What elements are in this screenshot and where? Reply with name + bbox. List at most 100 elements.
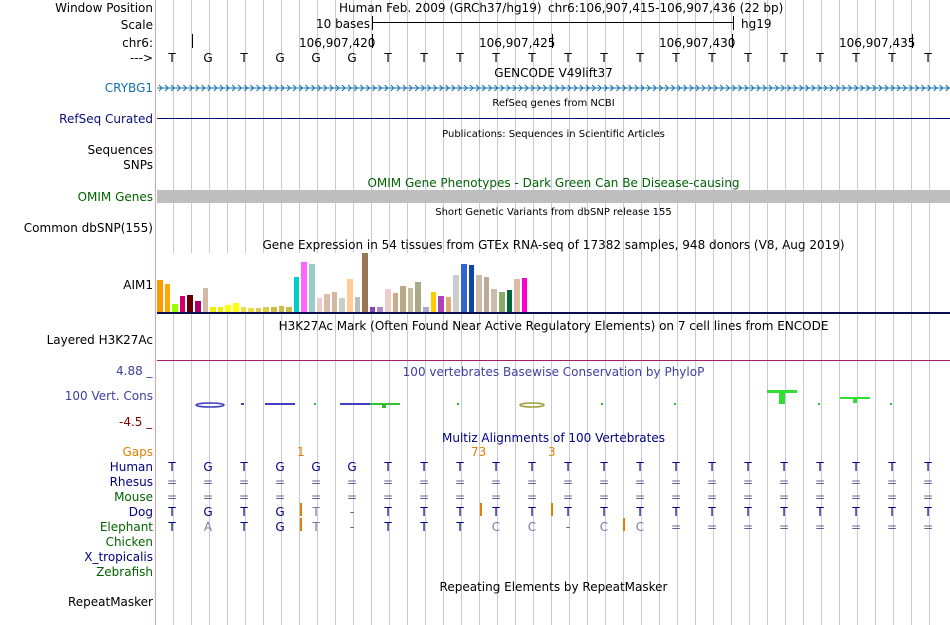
gtex-tissue-bar[interactable] <box>248 308 254 312</box>
species-label[interactable]: Elephant <box>99 520 153 534</box>
alignment-base: = <box>706 490 718 504</box>
species-label[interactable]: Zebrafish <box>96 565 153 579</box>
gtex-tissue-bar[interactable] <box>309 264 315 312</box>
strand-chevron <box>359 84 365 92</box>
species-label[interactable]: Chicken <box>105 535 153 549</box>
publications-track-title[interactable]: Publications: Sequences in Scientific Ar… <box>442 129 665 140</box>
gtex-track-title[interactable]: Gene Expression in 54 tissues from GTEx … <box>262 238 845 252</box>
gtex-tissue-bar[interactable] <box>293 277 300 312</box>
multiz-track-title[interactable]: Multiz Alignments of 100 Vertebrates <box>441 431 666 445</box>
gtex-tissue-bar[interactable] <box>423 307 429 312</box>
omim-label[interactable]: OMIM Genes <box>77 190 153 204</box>
gtex-tissue-bar[interactable] <box>430 292 437 312</box>
gene-label-crybg1[interactable]: CRYBG1 <box>104 81 153 95</box>
dbsnp-label[interactable]: Common dbSNP(155) <box>23 221 153 235</box>
alignment-base: T <box>780 505 788 519</box>
publications-label-sequences[interactable]: Sequences <box>87 143 153 157</box>
gtex-tissue-bar[interactable] <box>377 307 383 312</box>
gtex-label-aim1[interactable]: AIM1 <box>123 278 153 292</box>
gtex-tissue-bar[interactable] <box>415 282 421 312</box>
alignment-base: T <box>492 460 500 474</box>
gtex-tissue-bar[interactable] <box>316 298 323 312</box>
gtex-tissue-bar[interactable] <box>263 307 269 312</box>
alignment-base: = <box>742 475 754 489</box>
crybg1-gene-track[interactable] <box>157 81 950 95</box>
strand-chevron <box>677 84 682 92</box>
gtex-tissue-bar[interactable] <box>392 293 399 312</box>
strand-chevron <box>939 84 944 92</box>
gtex-tissue-bar[interactable] <box>491 289 497 312</box>
gtex-tissue-bar[interactable] <box>499 292 505 312</box>
base-letter: T <box>240 51 248 65</box>
gtex-tissue-bar[interactable] <box>339 298 345 312</box>
gtex-tissue-bar[interactable] <box>240 307 247 312</box>
repeatmasker-label[interactable]: RepeatMasker <box>67 595 153 609</box>
species-label[interactable]: Dog <box>128 505 153 519</box>
gtex-tissue-bar[interactable] <box>187 295 193 312</box>
gtex-tissue-bar[interactable] <box>331 292 338 312</box>
gtex-tissue-bar[interactable] <box>453 275 459 312</box>
species-label[interactable]: X_tropicalis <box>84 550 153 564</box>
strand-chevron <box>262 84 267 92</box>
gtex-tissue-bar[interactable] <box>362 253 368 312</box>
gtex-tissue-bar[interactable] <box>385 289 391 312</box>
conservation-max-label: 4.88 _ <box>116 364 153 378</box>
gtex-tissue-bar[interactable] <box>172 304 178 312</box>
strand-chevron <box>481 84 487 92</box>
gtex-tissue-bar[interactable] <box>278 306 285 312</box>
gtex-tissue-bar[interactable] <box>483 277 490 312</box>
gtex-tissue-bar[interactable] <box>521 278 528 312</box>
h3k27ac-label[interactable]: Layered H3K27Ac <box>46 333 153 347</box>
gtex-tissue-bar[interactable] <box>286 307 292 312</box>
publications-label-snps[interactable]: SNPs <box>123 158 153 172</box>
gtex-tissue-bar[interactable] <box>354 297 361 312</box>
base-letter: T <box>600 51 608 65</box>
gtex-tissue-bar[interactable] <box>369 307 376 312</box>
gap-count: 1 <box>297 445 305 459</box>
gtex-tissue-bar[interactable] <box>438 296 444 312</box>
gtex-gene-line <box>157 312 950 314</box>
species-label[interactable]: Rhesus <box>109 475 153 489</box>
gtex-tissue-bar[interactable] <box>179 296 186 312</box>
gtex-tissue-bar[interactable] <box>210 307 216 312</box>
dbsnp-track-title[interactable]: Short Genetic Variants from dbSNP releas… <box>435 207 672 218</box>
refseq-gene-line[interactable] <box>157 118 950 119</box>
window-position-label: Window Position <box>55 1 153 15</box>
gtex-tissue-bar[interactable] <box>195 301 201 312</box>
gtex-tissue-bar[interactable] <box>217 307 224 312</box>
gtex-tissue-bar[interactable] <box>255 308 262 312</box>
conservation-track-title[interactable]: 100 vertebrates Basewise Conservation by… <box>402 365 705 379</box>
gtex-tissue-bar[interactable] <box>347 279 353 312</box>
position-title[interactable]: chr6:106,907,415-106,907,436 (22 bp) <box>548 1 784 15</box>
alignment-base: = <box>382 490 394 504</box>
repeatmasker-track-title[interactable]: Repeating Elements by RepeatMasker <box>439 580 668 594</box>
gtex-tissue-bar[interactable] <box>468 265 475 312</box>
strand-chevron <box>762 84 767 92</box>
refseq-label[interactable]: RefSeq Curated <box>59 112 153 126</box>
omim-gene-bar[interactable] <box>157 190 950 203</box>
gtex-tissue-bar[interactable] <box>324 294 330 312</box>
gtex-tissue-bar[interactable] <box>476 275 482 312</box>
gtex-tissue-bar[interactable] <box>400 286 406 312</box>
gtex-tissue-bar[interactable] <box>445 297 452 312</box>
gtex-tissue-bar[interactable] <box>164 284 171 312</box>
gtex-tissue-bar[interactable] <box>407 288 414 312</box>
phylop-conservation-plot[interactable] <box>157 385 950 410</box>
species-label[interactable]: Mouse <box>114 490 153 504</box>
conservation-label[interactable]: 100 Vert. Cons <box>64 389 153 403</box>
gtex-tissue-bar[interactable] <box>461 264 467 312</box>
h3k27ac-track-title[interactable]: H3K27Ac Mark (Often Found Near Active Re… <box>278 319 829 333</box>
gtex-tissue-bar[interactable] <box>301 262 307 312</box>
omim-track-title[interactable]: OMIM Gene Phenotypes - Dark Green Can Be… <box>367 176 740 190</box>
gtex-tissue-bar[interactable] <box>271 307 277 312</box>
gtex-tissue-bar[interactable] <box>506 290 513 312</box>
gtex-tissue-bar[interactable] <box>225 305 231 312</box>
gtex-tissue-bar[interactable] <box>157 280 163 312</box>
gtex-tissue-bar[interactable] <box>202 288 209 312</box>
strand-chevron <box>219 84 224 92</box>
gtex-tissue-bar[interactable] <box>233 303 239 312</box>
species-label[interactable]: Human <box>109 460 153 474</box>
refseq-track-title[interactable]: RefSeq genes from NCBI <box>492 98 615 109</box>
gencode-track-title[interactable]: GENCODE V49lift37 <box>494 66 613 80</box>
gtex-tissue-bar[interactable] <box>514 279 520 312</box>
